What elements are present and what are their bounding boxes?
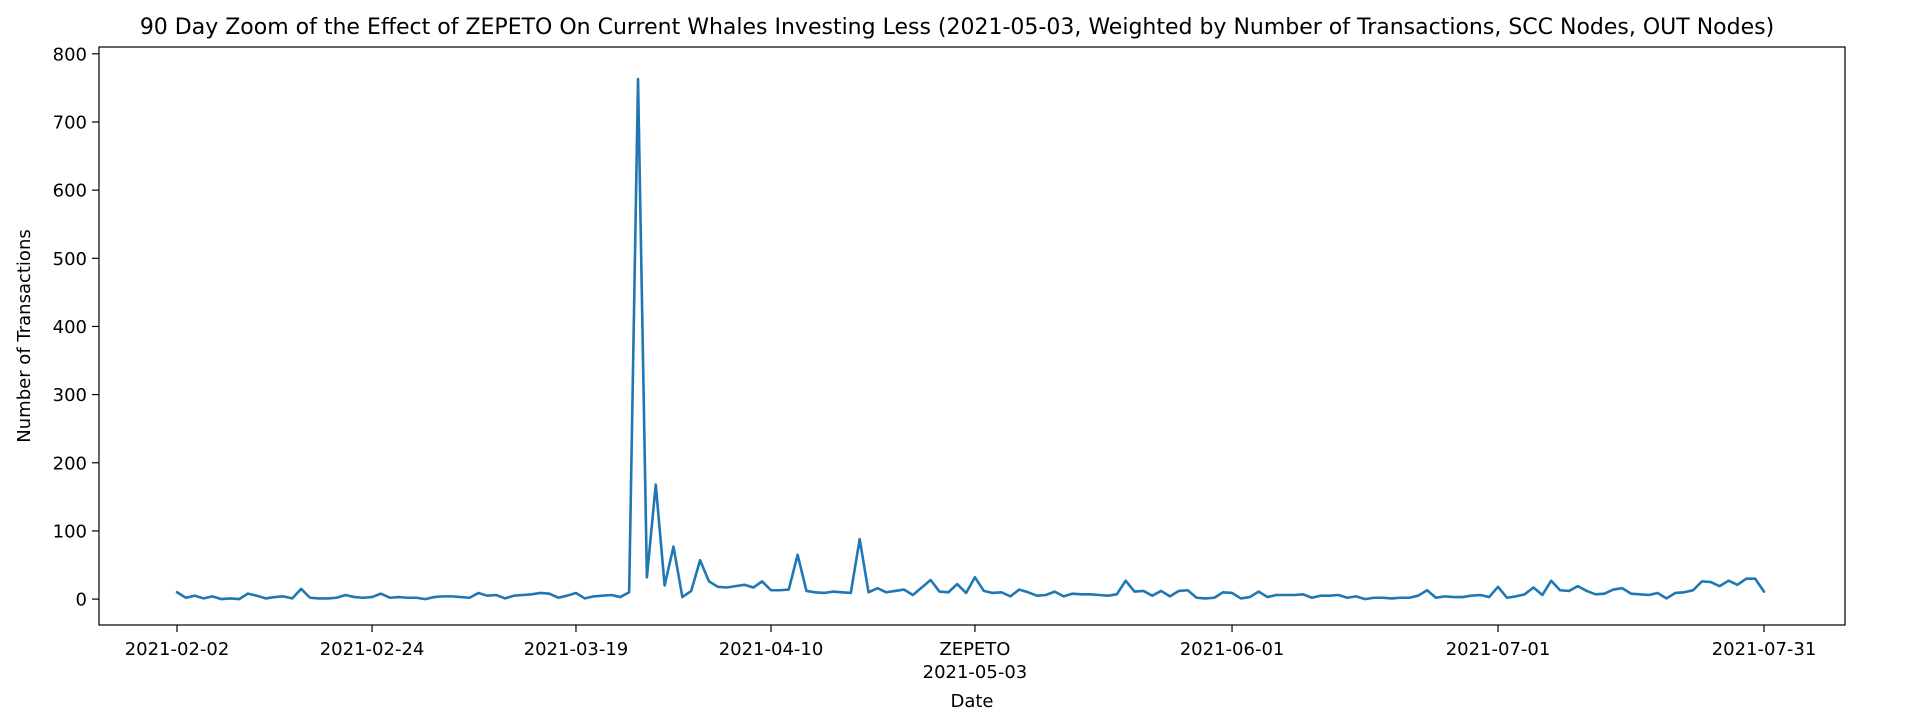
chart-title: 90 Day Zoom of the Effect of ZEPETO On C… bbox=[140, 15, 1774, 40]
y-tick-label: 100 bbox=[53, 521, 87, 542]
x-tick-label: 2021-07-31 bbox=[1712, 639, 1817, 660]
x-axis-label: Date bbox=[950, 691, 993, 712]
x-tick-label: 2021-02-02 bbox=[125, 639, 230, 660]
y-tick-label: 800 bbox=[53, 44, 87, 65]
y-tick-label: 400 bbox=[53, 317, 87, 338]
y-tick-label: 200 bbox=[53, 453, 87, 474]
y-tick-label: 300 bbox=[53, 385, 87, 406]
x-tick-label: 2021-07-01 bbox=[1446, 639, 1551, 660]
y-axis-ticks: 0 100 200 300 400 500 600 700 800 bbox=[53, 44, 99, 611]
x-tick-label: 2021-03-19 bbox=[524, 639, 629, 660]
y-tick-label: 0 bbox=[76, 590, 87, 611]
plot-frame bbox=[98, 46, 1846, 626]
y-tick-label: 500 bbox=[53, 249, 87, 270]
y-tick-label: 700 bbox=[53, 112, 87, 133]
x-tick-label: 2021-06-01 bbox=[1180, 639, 1285, 660]
x-axis-ticks: 2021-02-02 2021-02-24 2021-03-19 2021-04-10… bbox=[125, 625, 1817, 683]
y-axis-label: Number of Transactions bbox=[14, 229, 35, 442]
x-tick-label: 2021-02-24 bbox=[320, 639, 425, 660]
x-tick-label: 2021-05-03 bbox=[923, 662, 1028, 683]
x-tick-label: 2021-04-10 bbox=[719, 639, 824, 660]
event-label: ZEPETO bbox=[939, 639, 1010, 660]
series-line bbox=[175, 77, 1766, 601]
y-tick-label: 600 bbox=[53, 181, 87, 202]
